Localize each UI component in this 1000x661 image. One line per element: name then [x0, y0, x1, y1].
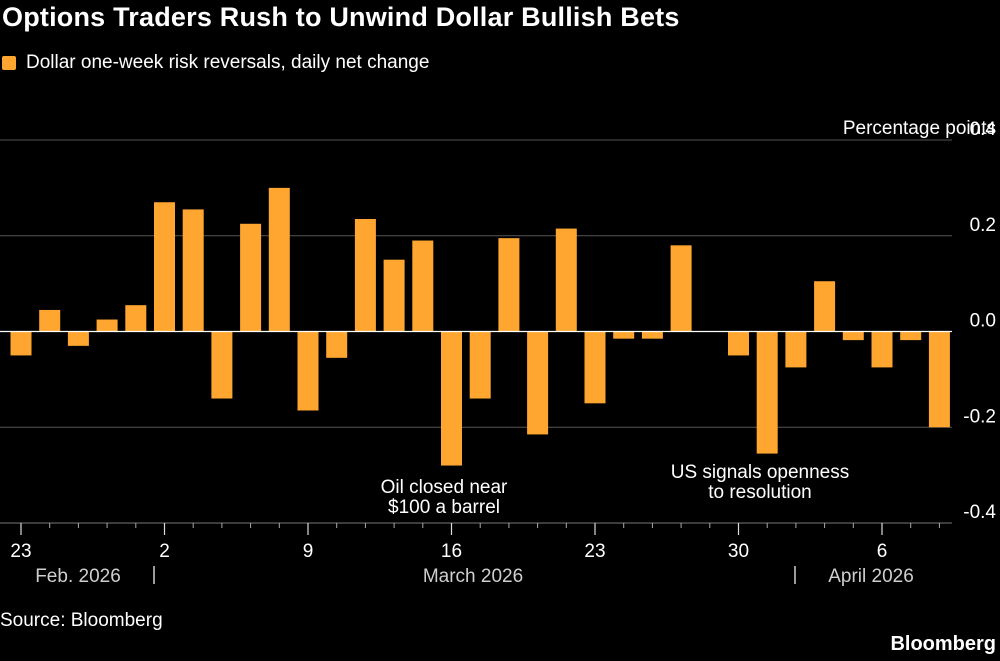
- bar: [613, 331, 635, 339]
- bar: [67, 331, 89, 346]
- y-tick-label: 0.2: [970, 215, 996, 236]
- bar: [641, 331, 663, 339]
- bar: [211, 331, 233, 399]
- bar: [756, 331, 778, 454]
- legend: Dollar one-week risk reversals, daily ne…: [2, 52, 429, 74]
- bar: [814, 281, 836, 332]
- bar: [785, 331, 807, 368]
- bar: [354, 218, 376, 332]
- y-tick-label: 0.0: [970, 311, 996, 332]
- bar: [469, 331, 491, 399]
- x-tick-label: 9: [303, 541, 314, 562]
- bloomberg-logo: Bloomberg: [890, 633, 996, 655]
- bar: [10, 331, 32, 356]
- bar: [928, 331, 950, 428]
- bar: [154, 202, 175, 332]
- bar: [268, 187, 290, 332]
- y-tick-label: -0.2: [963, 406, 996, 427]
- bar: [412, 240, 434, 332]
- bar: [842, 331, 864, 341]
- bar: [527, 331, 549, 435]
- month-label: Feb. 2026: [35, 566, 121, 587]
- source-note: Source: Bloomberg: [0, 610, 163, 631]
- chart-title: Options Traders Rush to Unwind Dollar Bu…: [2, 2, 680, 32]
- bars: [10, 187, 950, 466]
- x-tick-label: 2: [159, 541, 170, 562]
- bar: [383, 259, 405, 332]
- y-tick-label: -0.4: [963, 502, 996, 523]
- legend-swatch: [2, 56, 16, 70]
- bar: [871, 331, 893, 368]
- month-label: March 2026: [423, 566, 523, 587]
- bar: [584, 331, 606, 404]
- x-tick-label: 23: [584, 541, 605, 562]
- bar: [125, 305, 147, 332]
- bar: [728, 331, 749, 356]
- legend-label: Dollar one-week risk reversals, daily ne…: [26, 52, 430, 73]
- x-tick-label: 23: [10, 541, 31, 562]
- y-axis-label: Percentage points: [843, 118, 996, 139]
- y-tick-label: 0.4: [970, 119, 997, 140]
- bar: [297, 331, 319, 411]
- annotations: Oil closed near$100 a barrel US signals o…: [381, 462, 850, 518]
- annotation-text: Oil closed near: [381, 477, 508, 498]
- annotation-text: to resolution: [708, 482, 812, 503]
- bar: [182, 209, 204, 332]
- x-axis: 23 2 9 16 23 30 6 Feb. 2026 March 2026 April 2026: [0, 522, 952, 587]
- annotation-text: US signals openness: [671, 462, 850, 483]
- x-tick-label: 30: [728, 541, 749, 562]
- annotation-text: $100 a barrel: [388, 497, 500, 518]
- bar: [326, 331, 348, 358]
- bar: [39, 309, 61, 332]
- bar: [96, 319, 118, 332]
- x-tick-label: 16: [441, 541, 462, 562]
- bar: [670, 245, 692, 332]
- y-axis: 0.4 0.2 0.0 -0.2 -0.4: [963, 119, 996, 523]
- bar: [498, 238, 520, 332]
- bar: [555, 228, 577, 332]
- bar: [240, 223, 262, 332]
- x-tick-label: 6: [877, 541, 888, 562]
- bar: [441, 331, 462, 466]
- month-label: April 2026: [828, 566, 914, 587]
- bar: [900, 331, 922, 341]
